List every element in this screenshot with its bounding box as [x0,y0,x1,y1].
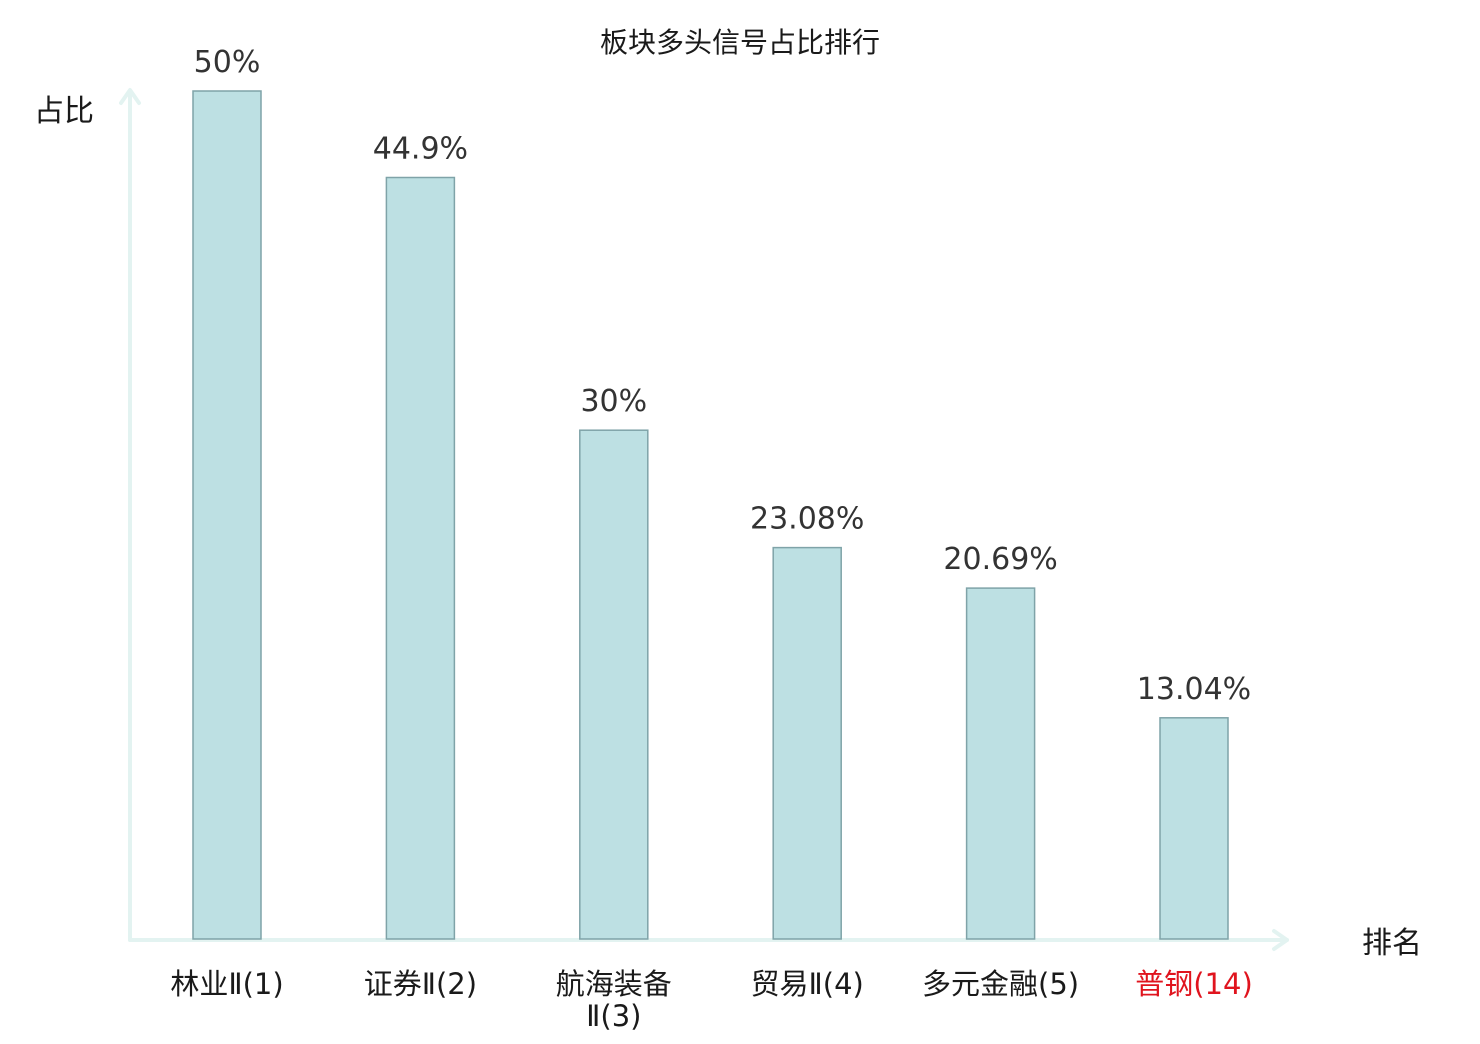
bar-value-label: 50% [194,45,261,80]
x-axis-label: 排名 [1362,926,1422,961]
x-tick-label: 证券Ⅱ(2) [364,967,477,1001]
bar [1159,717,1229,940]
x-tick-label: 航海装备 [556,967,672,1001]
bar-value-label: 23.08% [750,502,864,537]
bars [192,90,1229,940]
bar [772,546,842,940]
bar [965,587,1036,940]
x-tick-label: 多元金融(5) [922,967,1079,1001]
x-tick-label: 贸易Ⅱ(4) [751,967,864,1001]
bar-value-label: 44.9% [373,132,468,167]
x-tick-label: Ⅱ(3) [586,999,641,1033]
value-labels: 50% 44.9% 30% 23.08% 20.69% 13.04% [194,45,1252,707]
bar [192,90,262,940]
x-tick-label: 普钢(14) [1135,967,1253,1001]
axes [119,88,1289,951]
bar [579,429,649,940]
bar-value-label: 30% [580,384,647,419]
bar [385,176,456,940]
y-axis-label: 占比 [34,94,94,129]
bar-value-label: 13.04% [1137,672,1251,707]
bar-value-label: 20.69% [943,542,1057,577]
x-axis-arrow [1272,929,1289,951]
chart-title: 板块多头信号占比排行 [600,26,880,59]
x-tick-label: 林业Ⅱ(1) [170,967,283,1001]
